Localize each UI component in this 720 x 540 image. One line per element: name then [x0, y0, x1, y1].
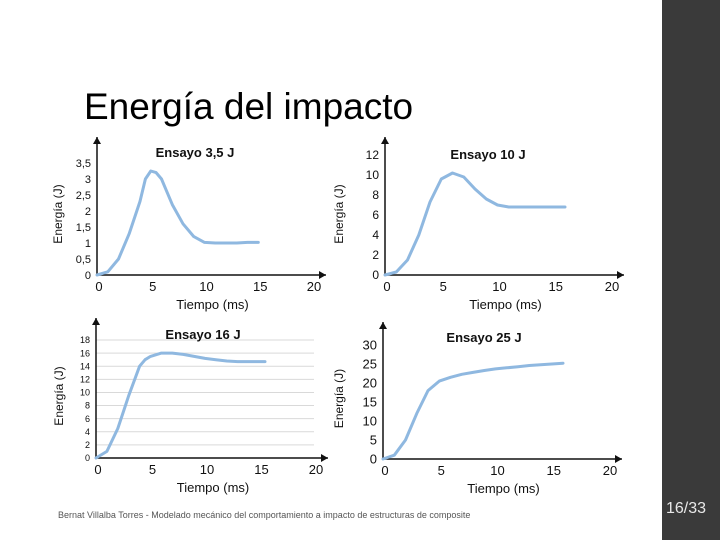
chart-3-x-tick-label: 15: [254, 462, 268, 477]
chart-2-series-line: [383, 171, 567, 277]
chart-1-y-tick-label: 2,5: [76, 190, 91, 202]
chart-1-x-axis-arrow: [319, 271, 326, 279]
chart-3-x-tick-label: 5: [149, 462, 156, 477]
chart-3-title: Ensayo 16 J: [165, 327, 240, 342]
chart-1-y-tick-label: 3: [85, 174, 91, 186]
chart-1-x-tick-label: 15: [253, 279, 267, 294]
chart-3-y-tick-label: 8: [85, 401, 90, 411]
chart-3-y-tick-label: 4: [85, 427, 90, 437]
chart-4-x-tick-label: 10: [490, 463, 504, 478]
chart-1-x-axis-title: Tiempo (ms): [176, 297, 248, 312]
slide-footer: Bernat Villalba Torres - Modelado mecáni…: [58, 510, 471, 520]
chart-3-y-tick-label: 2: [85, 440, 90, 450]
chart-2-x-tick-label: 20: [605, 279, 619, 294]
chart-4-y-tick-label: 0: [370, 452, 377, 467]
chart-2-y-tick-label: 6: [372, 208, 379, 222]
chart-1-x-tick-label: 5: [149, 279, 156, 294]
chart-3-x-axis-title: Tiempo (ms): [177, 480, 249, 495]
chart-2-x-axis-arrow: [617, 271, 624, 279]
chart-4-y-tick-label: 15: [363, 395, 377, 410]
chart-3-x-tick-label: 20: [309, 462, 323, 477]
chart-4-y-axis-arrow: [379, 322, 387, 329]
chart-4-x-axis-title: Tiempo (ms): [467, 481, 539, 496]
page-number: 16/33: [666, 500, 707, 517]
chart-1-x-tick-label: 10: [199, 279, 213, 294]
chart-2-y-tick-label: 4: [372, 228, 379, 242]
chart-4-y-tick-label: 10: [363, 414, 377, 429]
chart-3-y-axis-arrow: [92, 318, 100, 325]
chart-1-series-line: [95, 169, 260, 277]
chart-2-title: Ensayo 10 J: [450, 147, 525, 162]
chart-1-y-tick-label: 1: [85, 238, 91, 250]
chart-3-x-tick-label: 10: [200, 462, 214, 477]
chart-2-y-tick-label: 0: [372, 268, 379, 282]
slide-title: Energía del impacto: [84, 86, 414, 127]
chart-1-x-tick-label: 20: [307, 279, 321, 294]
chart-2-y-tick-label: 12: [366, 148, 380, 162]
chart-1-x-tick-label: 0: [95, 279, 102, 294]
charts-area: Ensayo 3,5 J00,511,522,533,50 5 10 15 20Tiem…: [51, 137, 624, 496]
chart-3-y-tick-label: 16: [80, 348, 90, 358]
chart-4-series-line: [381, 361, 565, 461]
chart-2-y-axis-title: Energía (J): [332, 184, 346, 243]
chart-4-x-tick-label: 5: [438, 463, 445, 478]
chart-4-y-tick-label: 20: [363, 376, 377, 391]
chart-4-title: Ensayo 25 J: [446, 330, 521, 345]
chart-4-y-tick-label: 30: [363, 338, 377, 353]
chart-1-y-tick-label: 0,5: [76, 254, 91, 266]
chart-2-y-tick-label: 2: [372, 248, 379, 262]
chart-3-y-axis-title: Energía (J): [52, 366, 66, 425]
chart-4-y-axis-title: Energía (J): [332, 369, 346, 428]
chart-3-y-tick-label: 18: [80, 335, 90, 345]
chart-4-y-tick-label: 25: [363, 357, 377, 372]
chart-2-y-tick-label: 10: [366, 168, 380, 182]
chart-3-y-tick-label: 14: [80, 361, 90, 371]
chart-2-x-tick-label: 15: [549, 279, 563, 294]
chart-4-y-tick-label: 5: [370, 433, 377, 448]
chart-3-x-tick-label: 0: [94, 462, 101, 477]
chart-1-y-tick-label: 3,5: [76, 158, 91, 170]
chart-2-x-tick-label: 0: [383, 279, 390, 294]
chart-3-y-tick-label: 6: [85, 414, 90, 424]
chart-2-x-axis-title: Tiempo (ms): [469, 297, 541, 312]
chart-1-y-tick-label: 0: [85, 270, 91, 282]
chart-2-y-tick-label: 8: [372, 188, 379, 202]
chart-3-y-tick-label: 10: [80, 388, 90, 398]
chart-3-series-line: [94, 351, 267, 460]
sidebar-strip: [662, 0, 720, 540]
chart-4-x-tick-label: 20: [603, 463, 617, 478]
chart-2-x-tick-label: 10: [492, 279, 506, 294]
chart-2-y-axis-arrow: [381, 137, 389, 144]
chart-1-title: Ensayo 3,5 J: [156, 145, 235, 160]
chart-2-x-tick-label: 5: [440, 279, 447, 294]
chart-3-x-axis-arrow: [321, 454, 328, 462]
chart-1-y-tick-label: 2: [85, 206, 91, 218]
chart-1-y-axis-title: Energía (J): [51, 184, 65, 243]
chart-1-y-tick-label: 1,5: [76, 222, 91, 234]
chart-4-x-tick-label: 0: [381, 463, 388, 478]
chart-3-y-tick-label: 0: [85, 453, 90, 463]
chart-1-y-axis-arrow: [93, 137, 101, 144]
chart-4-x-axis-arrow: [615, 455, 622, 463]
chart-4-x-tick-label: 15: [547, 463, 561, 478]
chart-3-y-tick-label: 12: [80, 374, 90, 384]
